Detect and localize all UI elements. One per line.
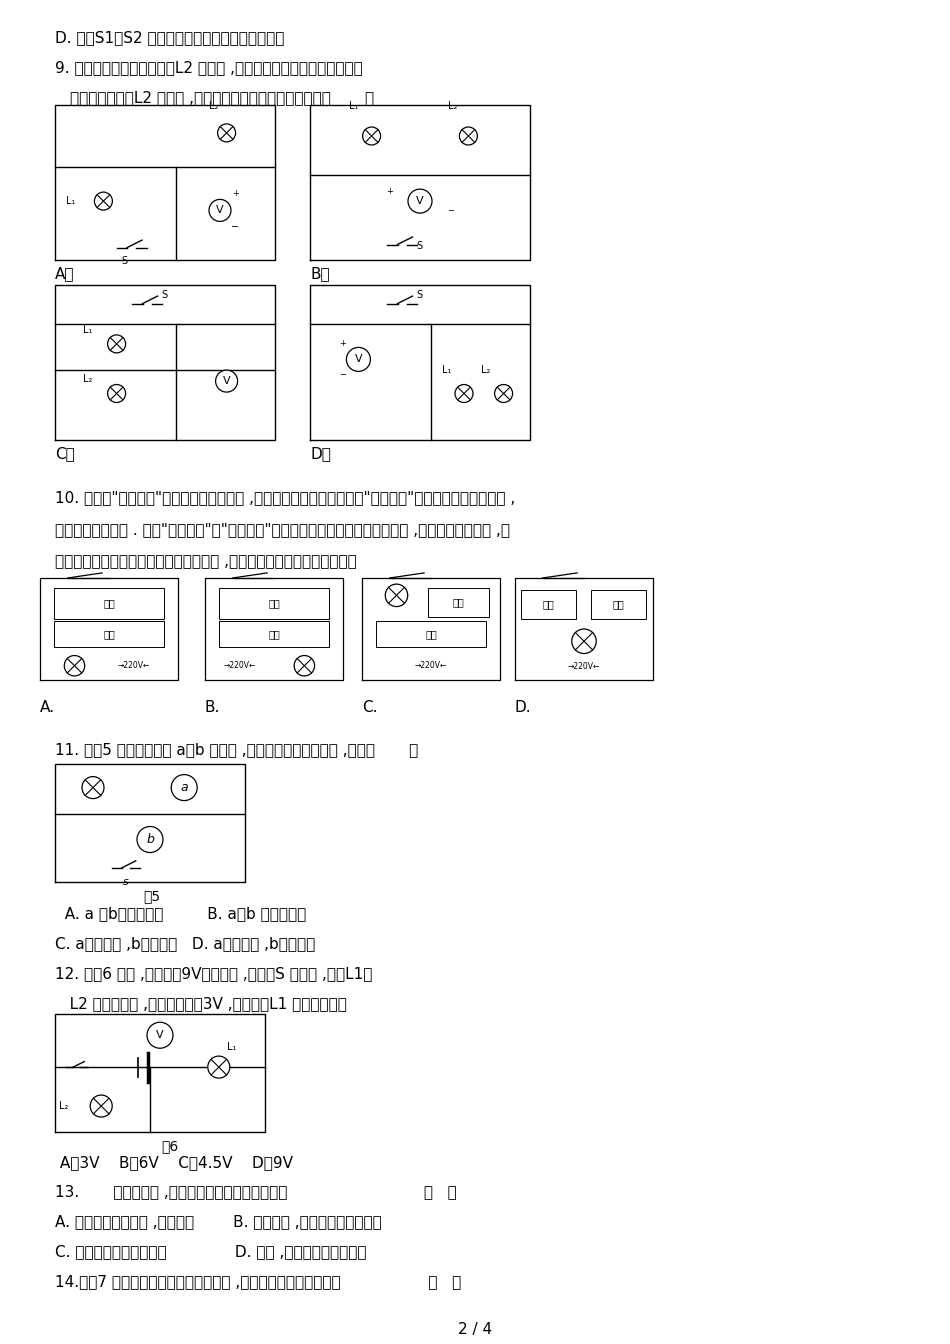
Text: S: S xyxy=(416,241,422,250)
Text: L₁: L₁ xyxy=(442,366,451,375)
Text: L₂: L₂ xyxy=(84,374,93,384)
Text: S: S xyxy=(122,255,127,266)
Circle shape xyxy=(572,629,597,653)
Text: 图5: 图5 xyxy=(143,888,161,903)
Bar xyxy=(54,589,164,618)
Text: 光控: 光控 xyxy=(453,598,465,607)
Text: 光控: 光控 xyxy=(104,598,115,609)
Circle shape xyxy=(90,1095,112,1117)
Text: L₂: L₂ xyxy=(482,366,491,375)
Circle shape xyxy=(363,126,381,145)
Text: 11. 如图5 所示的电路中 a、b 是电表 ,闭合开关要使电灯发光 ,那么〔       〕: 11. 如图5 所示的电路中 a、b 是电表 ,闭合开关要使电灯发光 ,那么〔 … xyxy=(55,742,418,757)
Text: C.: C. xyxy=(362,700,377,715)
Text: 12. 如图6 所示 ,电源电压9V保持不变 ,当开关S 闭合时 ,灯泡L1、: 12. 如图6 所示 ,电源电压9V保持不变 ,当开关S 闭合时 ,灯泡L1、 xyxy=(55,966,372,981)
Text: V: V xyxy=(354,355,362,364)
Circle shape xyxy=(147,1023,173,1048)
Text: A．3V    B．6V    C．4.5V    D．9V: A．3V B．6V C．4.5V D．9V xyxy=(55,1154,293,1171)
Text: 13.       以下现象中 ,利用做功使物体内能增加的是                            〔   〕: 13. 以下现象中 ,利用做功使物体内能增加的是 〔 〕 xyxy=(55,1184,457,1199)
Circle shape xyxy=(65,656,85,676)
Text: +: + xyxy=(232,190,238,198)
Circle shape xyxy=(408,190,432,214)
Text: 无声音时自动断开 . 利用"光控开关"和"声控开关"来控制居民楼里楼道灯可以节约电 ,要求灯白天不会亮 ,天: 无声音时自动断开 . 利用"光控开关"和"声控开关"来控制居民楼里楼道灯可以节约… xyxy=(55,521,510,538)
Text: V: V xyxy=(223,376,231,386)
Circle shape xyxy=(208,1056,230,1078)
Text: →220V←: →220V← xyxy=(568,663,600,671)
Bar xyxy=(376,621,486,648)
Text: L2 均正常发光 ,电压表示数为3V ,那么灯泡L1 两端的电压是: L2 均正常发光 ,电压表示数为3V ,那么灯泡L1 两端的电压是 xyxy=(55,996,347,1011)
Circle shape xyxy=(209,199,231,222)
Bar xyxy=(218,621,330,648)
Circle shape xyxy=(294,656,314,676)
Circle shape xyxy=(107,384,125,402)
Text: C. 铁块放在炉火中烧红了              D. 冬天 ,人们在太阳光下取暖: C. 铁块放在炉火中烧红了 D. 冬天 ,人们在太阳光下取暖 xyxy=(55,1245,367,1259)
Text: 2 / 4: 2 / 4 xyxy=(458,1322,492,1337)
Bar xyxy=(591,590,646,618)
Circle shape xyxy=(82,777,104,798)
Text: 声控: 声控 xyxy=(426,629,437,640)
Circle shape xyxy=(347,347,370,371)
Text: L₁: L₁ xyxy=(350,101,359,112)
Text: L₁: L₁ xyxy=(84,325,93,335)
Text: 光控: 光控 xyxy=(268,598,280,609)
Text: +: + xyxy=(339,340,347,348)
Text: 14.如图7 是简化了的玩具警车的电路图 ,以下说法中正确的选项是                  〔   〕: 14.如图7 是简化了的玩具警车的电路图 ,以下说法中正确的选项是 〔 〕 xyxy=(55,1274,462,1289)
Text: C．: C． xyxy=(55,446,75,461)
Text: b: b xyxy=(146,833,154,845)
Text: −: − xyxy=(232,223,239,233)
Text: V: V xyxy=(217,206,224,215)
Text: →220V←: →220V← xyxy=(223,661,256,671)
Text: V: V xyxy=(156,1031,163,1040)
Text: 9. 要用电压表直接测定灯泡L2 的电压 ,在以下几种电路中正确的选项是: 9. 要用电压表直接测定灯泡L2 的电压 ,在以下几种电路中正确的选项是 xyxy=(55,60,363,75)
Text: A．: A． xyxy=(55,266,74,281)
Circle shape xyxy=(216,370,238,392)
Text: →220V←: →220V← xyxy=(415,661,447,671)
Circle shape xyxy=(495,384,513,402)
Text: 图6: 图6 xyxy=(162,1138,179,1153)
Text: L₁: L₁ xyxy=(66,196,75,206)
Text: →220V←: →220V← xyxy=(118,661,150,671)
Text: S: S xyxy=(416,289,422,300)
Bar xyxy=(428,589,489,617)
Text: V: V xyxy=(416,196,424,206)
Text: D.: D. xyxy=(515,700,532,715)
Circle shape xyxy=(218,124,236,142)
Text: +: + xyxy=(386,187,392,196)
Text: −: − xyxy=(447,206,454,215)
Text: D. 开关S1、S2 都闭合时电动机与小灯泡是串联的: D. 开关S1、S2 都闭合时电动机与小灯泡是串联的 xyxy=(55,30,284,44)
Text: 10. 有一种"光控开关"能在天黑时自动闭合 ,天亮时自动断开；而另一种"声控开关"能在有声音时自动闭合 ,: 10. 有一种"光控开关"能在天黑时自动闭合 ,天亮时自动断开；而另一种"声控开… xyxy=(55,491,515,505)
Text: 声控: 声控 xyxy=(613,599,624,610)
Text: 要直接测定灯泡L2 的电压 ,在以下几种电路中正确的选项是〔       〕: 要直接测定灯泡L2 的电压 ,在以下几种电路中正确的选项是〔 〕 xyxy=(70,90,374,105)
Circle shape xyxy=(386,585,408,606)
Text: 声控: 声控 xyxy=(104,629,115,640)
Text: 黑后楼道有人走动发出声音时灯会自动亮 ,以下如下图的电路图中合理的是: 黑后楼道有人走动发出声音时灯会自动亮 ,以下如下图的电路图中合理的是 xyxy=(55,554,357,569)
Circle shape xyxy=(107,335,125,353)
Circle shape xyxy=(460,126,478,145)
Text: S: S xyxy=(161,289,167,300)
Text: C. a是电流表 ,b是电压表   D. a是电压表 ,b是电流表: C. a是电流表 ,b是电压表 D. a是电压表 ,b是电流表 xyxy=(55,935,315,952)
Text: A.: A. xyxy=(40,700,55,715)
Text: L₂: L₂ xyxy=(59,1101,68,1111)
Text: L₂: L₂ xyxy=(448,101,458,112)
Bar xyxy=(521,590,576,618)
Bar xyxy=(54,621,164,648)
Text: B．: B． xyxy=(310,266,330,281)
Circle shape xyxy=(94,192,112,210)
Bar xyxy=(218,589,330,618)
Circle shape xyxy=(137,827,163,852)
Text: −: − xyxy=(339,371,347,379)
Text: L₁: L₁ xyxy=(227,1042,237,1052)
Text: 声控: 声控 xyxy=(268,629,280,640)
Text: D．: D． xyxy=(310,446,331,461)
Text: A. 木工用锯锯木条时 ,锯条发烫        B. 烧开水时 ,壶盖被水蒸气顶起来: A. 木工用锯锯木条时 ,锯条发烫 B. 烧开水时 ,壶盖被水蒸气顶起来 xyxy=(55,1214,382,1228)
Circle shape xyxy=(171,774,198,801)
Text: a: a xyxy=(180,781,188,794)
Circle shape xyxy=(455,384,473,402)
Text: L₂: L₂ xyxy=(209,101,218,112)
Text: B.: B. xyxy=(205,700,220,715)
Text: A. a 、b都是电流表         B. a、b 都是电压表: A. a 、b都是电流表 B. a、b 都是电压表 xyxy=(55,906,306,921)
Text: 光控: 光控 xyxy=(542,599,554,610)
Text: s: s xyxy=(124,876,129,887)
